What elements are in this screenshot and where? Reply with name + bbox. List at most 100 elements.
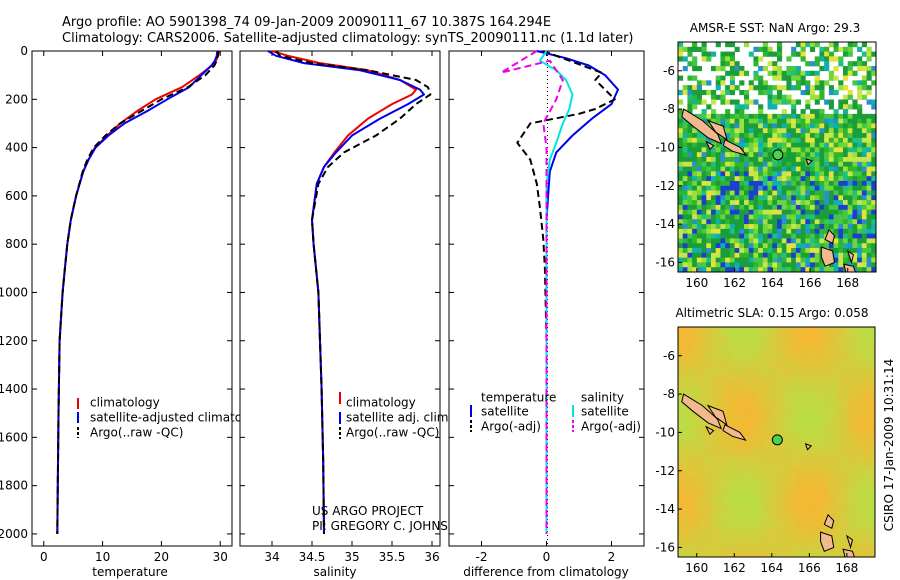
map-cell xyxy=(810,219,816,225)
map-cell xyxy=(734,252,740,259)
map-cell xyxy=(696,147,702,153)
map-cell xyxy=(696,257,702,263)
map-cell xyxy=(711,166,717,172)
map-cell xyxy=(711,214,717,220)
map-cell xyxy=(829,394,836,402)
map-cell xyxy=(723,380,731,388)
map-cell xyxy=(783,367,791,375)
map-cell xyxy=(748,209,754,215)
map-cell xyxy=(829,367,836,375)
map-cell xyxy=(750,414,758,422)
map-cell xyxy=(772,70,778,76)
map-cell xyxy=(772,104,778,110)
sst-map-title: AMSR-E SST: NaN Argo: 29.3 xyxy=(690,21,860,35)
map-cell xyxy=(795,257,801,263)
map-cell xyxy=(744,204,750,211)
map-cell xyxy=(710,467,718,475)
map-cell xyxy=(777,161,783,167)
map-cell xyxy=(697,427,705,435)
map-cell xyxy=(762,137,768,144)
map-cell xyxy=(772,99,778,105)
map-cell xyxy=(838,180,844,187)
map-cell xyxy=(848,400,856,408)
map-cell xyxy=(786,243,792,249)
map-cell xyxy=(866,99,872,105)
map-cell xyxy=(696,262,702,268)
island xyxy=(706,404,728,426)
map-cell xyxy=(822,420,830,429)
map-cell xyxy=(796,461,804,469)
map-cell xyxy=(748,248,754,254)
map-cell xyxy=(701,190,707,196)
map-cell xyxy=(855,521,863,529)
map-cell xyxy=(772,195,778,201)
map-cell xyxy=(871,104,877,110)
map-cell xyxy=(805,137,811,144)
map-cell xyxy=(717,528,725,536)
map-cell xyxy=(795,113,801,120)
map-y-tick-label: -12 xyxy=(655,464,675,478)
map-cell xyxy=(678,214,684,220)
map-cell xyxy=(710,555,718,558)
map-cell xyxy=(692,224,698,230)
map-cell xyxy=(715,209,721,215)
map-cell xyxy=(734,109,740,115)
map-cell xyxy=(739,257,745,263)
map-cell xyxy=(776,333,784,341)
map-cell xyxy=(763,501,771,509)
map-cell xyxy=(711,200,717,206)
map-cell xyxy=(758,176,764,182)
map-cell xyxy=(814,85,820,91)
map-cell xyxy=(767,104,773,110)
map-cell xyxy=(744,94,750,100)
map-cell xyxy=(871,219,877,225)
map-cell xyxy=(795,70,801,76)
map-cell xyxy=(729,56,735,62)
map-cell xyxy=(758,195,764,201)
map-cell xyxy=(857,252,863,259)
map-cell xyxy=(717,508,725,516)
map-cell xyxy=(763,555,771,558)
map-cell xyxy=(753,70,759,76)
map-cell xyxy=(805,219,811,225)
map-cell xyxy=(800,267,806,273)
map-cell xyxy=(696,180,702,187)
map-cell xyxy=(696,204,702,211)
map-cell xyxy=(814,94,820,100)
map-cell xyxy=(692,152,698,158)
map-cell xyxy=(756,367,764,375)
map-cell xyxy=(861,407,869,415)
map-cell xyxy=(769,501,777,509)
map-cell xyxy=(769,400,777,408)
map-cell xyxy=(684,441,692,449)
map-cell xyxy=(730,360,738,368)
map-cell xyxy=(756,541,764,549)
map-cell xyxy=(776,514,784,522)
map-cell xyxy=(796,534,804,543)
map-cell xyxy=(868,488,876,496)
map-cell xyxy=(737,548,745,556)
map-cell xyxy=(777,252,783,259)
map-cell xyxy=(743,427,751,435)
map-cell xyxy=(697,447,705,455)
map-cell xyxy=(701,161,707,167)
map-cell xyxy=(691,501,699,509)
map-cell xyxy=(696,248,702,254)
map-cell xyxy=(696,46,702,52)
map-cell xyxy=(857,89,863,96)
map-cell xyxy=(871,243,877,249)
map-cell xyxy=(697,441,705,449)
map-cell xyxy=(866,219,872,225)
map-cell xyxy=(848,528,856,536)
map-cell xyxy=(723,454,731,462)
map-cell xyxy=(800,46,806,52)
difference-panel: -2 0 2 difference from climatology tempera… xyxy=(448,50,645,579)
map-cell xyxy=(861,152,867,158)
map-cell xyxy=(734,99,740,105)
map-cell xyxy=(734,190,740,196)
map-cell xyxy=(750,347,758,355)
map-cell xyxy=(786,214,792,220)
map-cell xyxy=(750,541,758,549)
map-cell xyxy=(805,123,811,129)
map-cell xyxy=(734,142,740,148)
